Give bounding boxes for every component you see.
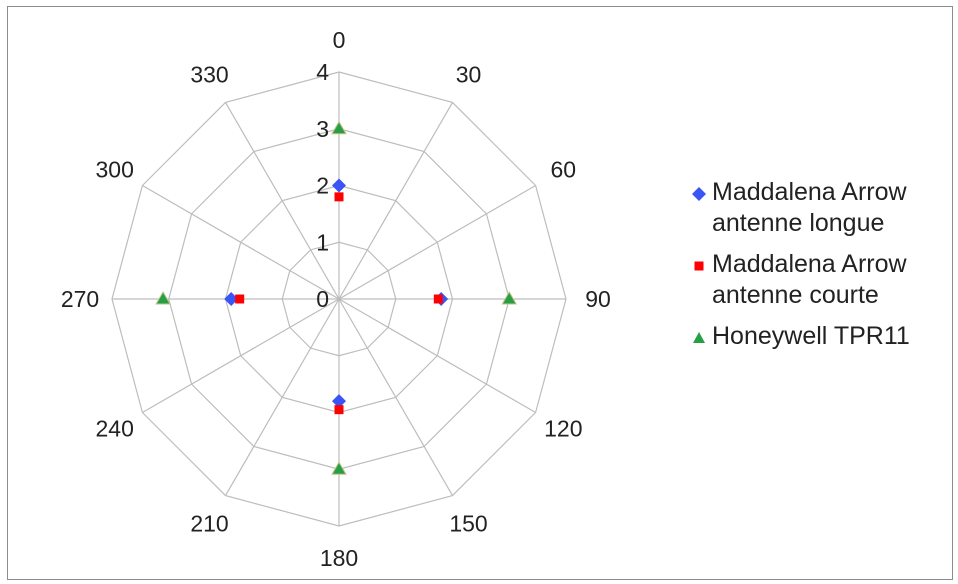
angle-label: 210 — [190, 510, 228, 536]
angle-label: 330 — [190, 62, 228, 88]
square-marker — [334, 192, 344, 202]
grid-spoke — [142, 298, 340, 414]
angle-label: 270 — [61, 286, 99, 312]
angle-label: 240 — [96, 416, 134, 442]
legend-label: Maddalena Arrow antenne courte — [712, 250, 907, 309]
angle-label: 300 — [96, 157, 134, 183]
grid-spoke — [224, 298, 340, 496]
angle-label: 180 — [320, 545, 358, 571]
radial-tick-label: 0 — [316, 286, 329, 312]
square-marker — [235, 294, 245, 304]
chart-area: 0 1 2 3 4 0 30 60 90 120 150 180 210 240 270 300 330 Mad… — [7, 6, 953, 580]
angle-label: 30 — [456, 62, 482, 88]
radial-tick-label: 2 — [316, 173, 329, 199]
diamond-marker — [332, 394, 346, 409]
square-marker-icon — [694, 261, 704, 271]
triangle-marker — [501, 291, 518, 305]
legend-label: Maddalena Arrow antenne longue — [712, 178, 907, 237]
grid-spoke — [224, 102, 340, 300]
triangle-marker — [155, 291, 171, 305]
grid-spoke — [338, 298, 536, 414]
legend-label: Honeywell TPR11 — [712, 322, 910, 350]
radial-tick-label: 1 — [316, 229, 329, 255]
angle-label: 60 — [551, 157, 577, 183]
square-marker — [433, 294, 443, 304]
grid-spoke — [338, 298, 454, 496]
radial-tick-label: 3 — [316, 116, 329, 142]
legend-item-honeywell: Honeywell TPR11 — [686, 321, 956, 352]
triangle-marker — [331, 461, 347, 475]
diamond-marker-icon — [692, 187, 706, 201]
triangle-marker-icon — [693, 332, 705, 343]
radial-tick-label: 4 — [316, 59, 329, 85]
grid-spoke — [142, 184, 340, 300]
diamond-marker — [332, 178, 346, 193]
triangle-marker — [331, 120, 347, 135]
legend-item-courte: Maddalena Arrow antenne courte — [686, 249, 956, 311]
angle-label: 90 — [585, 286, 611, 312]
grid-spoke — [338, 184, 536, 300]
legend-item-longue: Maddalena Arrow antenne longue — [686, 177, 956, 239]
angle-label: 120 — [544, 416, 582, 442]
angle-label: 0 — [333, 27, 346, 53]
legend: Maddalena Arrow antenne longue Maddalena… — [686, 177, 956, 362]
diamond-marker — [224, 292, 239, 306]
square-marker — [334, 405, 344, 415]
angle-label: 150 — [449, 510, 487, 536]
grid-spoke — [338, 102, 454, 300]
